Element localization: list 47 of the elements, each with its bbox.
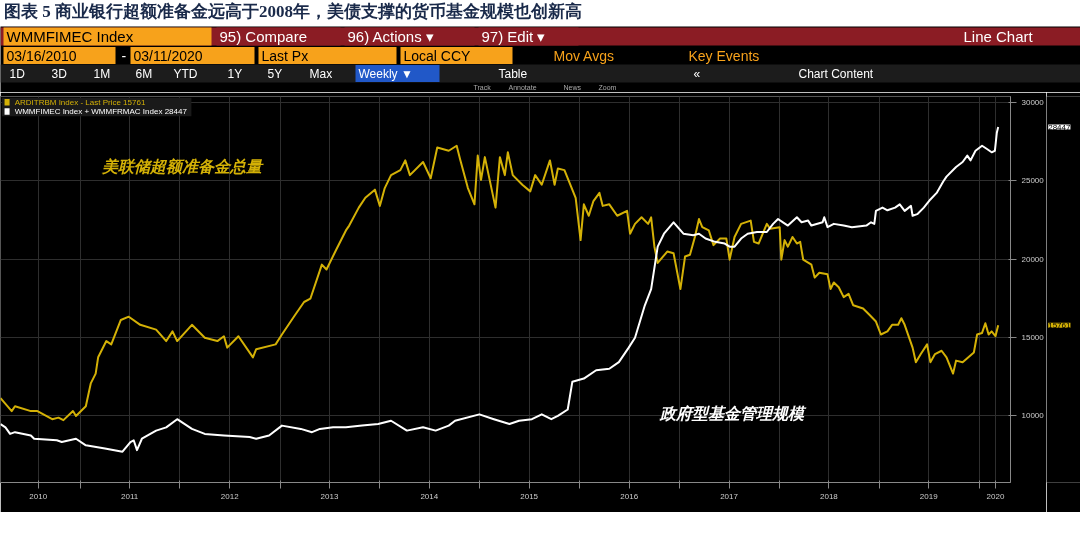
text: Chart Content <box>798 66 874 81</box>
x-tick-label: 2014 <box>420 491 439 501</box>
x-tick-label: 2011 <box>120 491 139 501</box>
x-tick-label: 2016 <box>620 491 639 501</box>
y-tick-label: 15000 <box>1021 332 1045 342</box>
text: 96) Actions ▾ <box>347 28 434 45</box>
x-tick-label: 2017 <box>720 491 739 501</box>
text: « <box>693 66 701 81</box>
text: 5Y <box>267 66 283 81</box>
text: YTD <box>173 66 198 81</box>
y-tick-label: 10000 <box>1021 410 1045 420</box>
text: 3D <box>51 66 68 81</box>
annotation: 政府型基金管理规模 <box>658 403 807 422</box>
text: Max <box>309 66 333 81</box>
text: 97) Edit ▾ <box>481 28 546 45</box>
text: Line Chart <box>963 28 1034 45</box>
x-tick-label: 2020 <box>986 491 1005 501</box>
text: Key Events <box>688 47 760 64</box>
y-tick-label: 30000 <box>1021 98 1045 108</box>
text: Table <box>498 66 528 81</box>
text: Mov Avgs <box>553 47 614 64</box>
text: 1Y <box>227 66 243 81</box>
text: 15761 <box>1048 320 1071 330</box>
text: WMMFIMEC Index <box>6 28 134 45</box>
x-tick-label: 2018 <box>820 491 839 501</box>
text: Weekly ▼ <box>358 66 413 81</box>
chart-title: 图表 5 商业银行超额准备金远高于2008年，美债支撑的货币基金规模也创新高 <box>4 1 582 23</box>
x-tick-label: 2019 <box>919 491 939 501</box>
legend-label: WMMFIMEC Index + WMMFRMAC Index 28447 <box>14 107 188 117</box>
legend-label: ARDITRBM Index - Last Price 15761 <box>14 97 146 107</box>
text: 03/16/2010 <box>6 47 77 64</box>
x-tick-label: 2013 <box>320 491 339 501</box>
text: 03/11/2020 <box>133 47 203 64</box>
text: Local CCY <box>403 47 472 64</box>
text: 95) Compare <box>219 28 308 45</box>
x-tick-label: 2015 <box>520 491 539 501</box>
x-tick-label: 2012 <box>220 491 240 501</box>
text: 1D <box>9 66 26 81</box>
text: 1M <box>93 66 111 81</box>
y-tick-label: 25000 <box>1021 176 1045 186</box>
text: 6M <box>135 66 153 81</box>
x-tick-label: 2010 <box>29 491 48 501</box>
text: Last Px <box>261 47 309 64</box>
y-tick-label: 20000 <box>1021 254 1045 264</box>
text: 28447 <box>1048 122 1071 132</box>
text: - <box>121 47 127 64</box>
annotation: 美联储超额准备金总量 <box>101 157 265 176</box>
